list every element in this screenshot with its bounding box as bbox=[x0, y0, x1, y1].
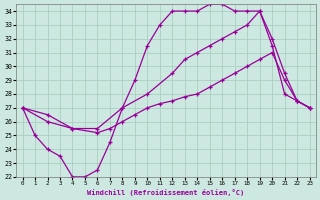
X-axis label: Windchill (Refroidissement éolien,°C): Windchill (Refroidissement éolien,°C) bbox=[87, 189, 245, 196]
